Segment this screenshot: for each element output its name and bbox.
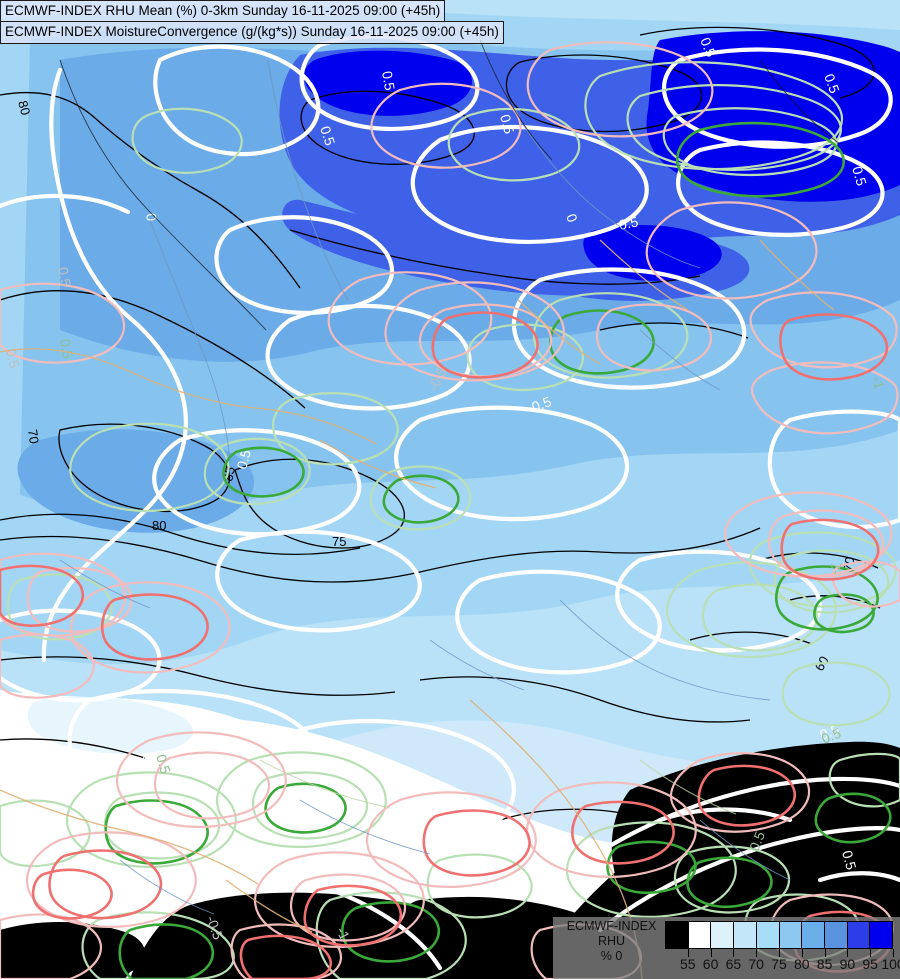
legend-tick-3 [733, 949, 735, 957]
svg-text:0.5: 0.5 [819, 725, 843, 747]
legend-tick-7 [824, 949, 826, 957]
legend-tick-4 [756, 949, 758, 957]
svg-text:0.5: 0.5 [697, 35, 719, 59]
svg-text:0.5: 0.5 [3, 347, 23, 370]
legend-swatch-1 [688, 922, 712, 948]
svg-text:0.5: 0.5 [57, 338, 76, 360]
svg-text:75: 75 [332, 534, 346, 549]
legend-caption: ECMWF-INDEX RHU % 0 [559, 919, 664, 964]
legend-tick-5 [779, 949, 780, 957]
legend-tick-label-80: 80 [794, 956, 810, 972]
legend-tick-label-95: 95 [862, 956, 878, 972]
svg-text:0.5: 0.5 [839, 849, 860, 872]
svg-text:0.5: 0.5 [153, 752, 174, 775]
legend-tick-6 [801, 949, 803, 957]
legend-swatch-8 [847, 922, 871, 948]
svg-text:0: 0 [143, 212, 160, 222]
legend-tick-10 [893, 949, 894, 957]
legend-tick-label-55: 55 [680, 956, 696, 972]
legend-tick-8 [847, 949, 849, 957]
legend-swatch-6 [802, 922, 825, 948]
svg-text:0.5: 0.5 [821, 72, 843, 96]
legend-color-bar [665, 921, 893, 949]
color-legend: ECMWF-INDEX RHU % 0 55 60 65 70 75 80 85 90 95 10… [553, 917, 900, 979]
legend-tick-label-85: 85 [816, 956, 833, 972]
map-title-rhu: ECMWF-INDEX RHU Mean (%) 0-3km Sunday 16… [0, 0, 446, 22]
svg-text:-1: -1 [869, 375, 888, 391]
svg-text:0.5: 0.5 [497, 113, 518, 136]
legend-swatch-7 [824, 922, 848, 948]
legend-zero-label: 0 [615, 949, 623, 963]
legend-unit-row: % 0 [559, 949, 664, 964]
legend-model-label: ECMWF-INDEX [566, 919, 657, 933]
legend-tick-marks [665, 949, 894, 959]
svg-text:0.5: 0.5 [233, 448, 254, 471]
legend-tick-label-90: 90 [839, 956, 856, 972]
svg-text:-0.5: -0.5 [203, 914, 226, 942]
legend-swatch-3 [734, 922, 757, 948]
legend-swatch-9 [870, 922, 893, 948]
svg-text:0.5: 0.5 [530, 393, 554, 415]
svg-text:-1: -1 [826, 560, 845, 577]
svg-text:0.5: 0.5 [617, 213, 640, 233]
svg-text:80: 80 [15, 99, 33, 117]
legend-swatch-2 [711, 922, 735, 948]
svg-text:0.5: 0.5 [139, 752, 161, 776]
legend-parameter-label: RHU [597, 934, 626, 948]
legend-tick-label-100: 100 [881, 956, 900, 972]
legend-tick-label-70: 70 [748, 956, 764, 972]
svg-text:70: 70 [25, 428, 42, 444]
svg-text:0.5: 0.5 [379, 70, 398, 92]
svg-text:0.5: 0.5 [818, 721, 842, 743]
svg-text:0.5: 0.5 [55, 266, 74, 288]
map-title-moisture-convergence: ECMWF-INDEX MoistureConvergence (g/(kg*s… [0, 21, 504, 44]
legend-swatch-0 [666, 922, 689, 948]
legend-tick-1 [687, 949, 689, 957]
svg-text:0.5: 0.5 [746, 829, 768, 853]
legend-unit-label: % [600, 949, 612, 963]
legend-tick-label-65: 65 [725, 956, 742, 972]
svg-text:0.5: 0.5 [317, 124, 338, 148]
legend-tick-2 [710, 949, 712, 957]
svg-text:0.5: 0.5 [849, 164, 870, 187]
legend-tick-9 [870, 949, 872, 957]
legend-swatch-5 [779, 922, 803, 948]
legend-tick-label-75: 75 [771, 956, 787, 972]
legend-tick-labels: 55 60 65 70 75 80 85 90 95100 [665, 956, 900, 976]
legend-tick-label-60: 60 [702, 956, 719, 972]
svg-text:80: 80 [152, 518, 166, 533]
legend-swatch-4 [756, 922, 780, 948]
